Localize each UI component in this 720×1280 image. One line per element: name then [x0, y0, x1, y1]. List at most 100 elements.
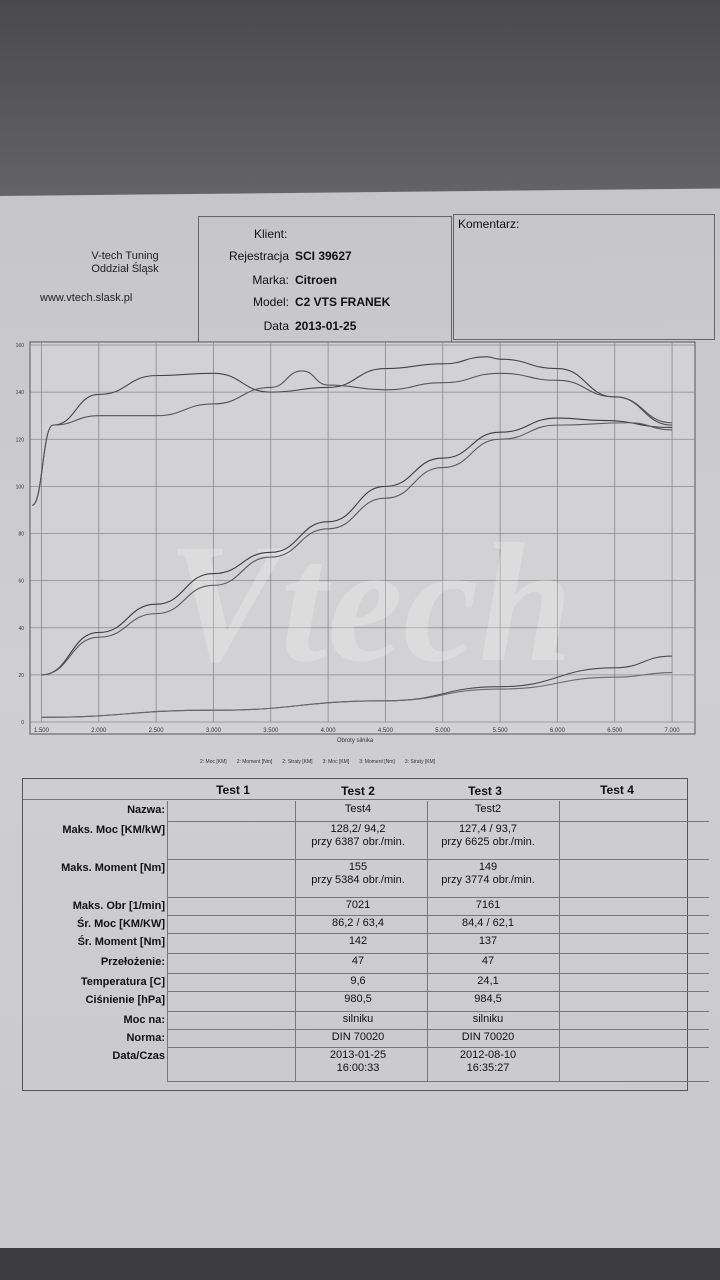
x-tick-label: 1.500: [34, 728, 50, 734]
row-value: Test4: [344, 803, 372, 815]
x-tick-labels: 1.500 2.000 2.500 3.000 3.500 4.000 4.500 5.000…: [34, 728, 680, 734]
row-label: Ciśnienie [hPa]: [85, 994, 165, 1006]
table-divider: [167, 859, 709, 860]
row-label: Data/Czas: [112, 1050, 165, 1062]
table-divider: [167, 915, 709, 916]
client-box: Klient: Rejestracja SCI 39627 Marka: Cit…: [198, 216, 452, 346]
column-header: Test 4: [600, 783, 634, 797]
series-line: [41, 422, 673, 676]
row-label: Śr. Moc [KM/KW]: [77, 918, 165, 930]
row-label: Norma:: [126, 1032, 165, 1044]
row-value: 24,1: [477, 975, 499, 987]
dyno-chart: Vtech 1.500 2.000 2.500 3.000 3.500 4.000 4.50…: [16, 341, 696, 744]
table-divider: [167, 1011, 709, 1012]
x-tick-label: 3.000: [206, 728, 222, 734]
row-value: 980,5: [344, 993, 372, 1005]
column-header: Test 1: [216, 783, 250, 797]
background-bottom: [0, 1248, 720, 1280]
chart-legend: 2: Moc [KM] 2: Moment [Nm] 2: Straty [KM…: [200, 759, 600, 765]
table-column-divider: [427, 801, 428, 1081]
row-value: 86,2 / 63,4: [332, 917, 384, 929]
table-divider: [167, 933, 709, 934]
legend-item: 2: Moc [KM]: [200, 759, 227, 765]
table-divider: [23, 799, 687, 800]
company-website: www.vtech.slask.pl: [40, 292, 133, 304]
table-divider: [167, 953, 709, 954]
model-value: C2 VTS FRANEK: [295, 295, 391, 309]
column-header: Test 2: [341, 784, 375, 798]
legend-item: 3: Moment [Nm]: [359, 759, 395, 765]
company-branch: Oddział Śląsk: [91, 263, 159, 275]
row-value: Test2: [474, 803, 502, 815]
legend-item: 3: Moc [KM]: [322, 759, 350, 765]
row-value: DIN 70020: [461, 1031, 515, 1043]
row-label: Moc na:: [123, 1014, 165, 1026]
y-tick-label: 20: [18, 673, 24, 679]
y-tick-labels: 0 20 40 60 80 100 120 140 160: [16, 343, 25, 726]
x-tick-label: 2.000: [91, 728, 107, 734]
x-tick-label: 4.000: [321, 728, 337, 734]
client-title: Klient:: [254, 227, 288, 241]
row-value: 137: [478, 935, 498, 947]
row-value: silniku: [342, 1013, 374, 1025]
background-top: [0, 0, 720, 210]
make-label: Marka:: [252, 273, 289, 287]
table-divider: [167, 1081, 709, 1082]
row-value: 47: [351, 955, 365, 967]
row-value: 7021: [345, 899, 371, 911]
table-column-divider: [559, 801, 560, 1081]
row-label: Temperatura [C]: [80, 976, 165, 988]
x-tick-label: 2.500: [149, 728, 165, 734]
row-value: 128,2/ 94,2 przy 6387 obr./min.: [311, 823, 405, 848]
x-tick-label: 5.000: [435, 728, 451, 734]
y-tick-label: 80: [18, 532, 24, 538]
row-value: 984,5: [474, 993, 502, 1005]
row-label: Maks. Obr [1/min]: [72, 900, 165, 912]
row-value: 142: [348, 935, 368, 947]
results-table: Test 1 Test 2 Test 3 Test 4 Nazwa: Test4 T…: [22, 778, 709, 1091]
table-divider: [167, 1047, 709, 1048]
row-value: 84,4 / 62,1: [462, 917, 514, 929]
row-value: DIN 70020: [331, 1031, 385, 1043]
table-divider: [167, 821, 709, 822]
chart-frame: [29, 341, 696, 735]
y-tick-label: 40: [18, 626, 24, 632]
row-label: Maks. Moc [KM/kW]: [62, 824, 165, 836]
row-label: Maks. Moment [Nm]: [61, 862, 165, 874]
row-value: 7161: [475, 899, 501, 911]
series-line: [41, 671, 673, 718]
x-tick-label: 6.500: [607, 728, 623, 734]
comment-box: Komentarz:: [453, 214, 715, 340]
x-tick-label: 6.000: [550, 728, 566, 734]
chart-series: [31, 356, 673, 718]
table-column-divider: [295, 801, 296, 1081]
company-name: V-tech Tuning: [91, 250, 159, 262]
y-tick-label: 160: [16, 343, 25, 349]
column-header: Test 3: [468, 784, 502, 798]
x-tick-label: 7.000: [665, 728, 681, 734]
y-tick-label: 120: [16, 437, 25, 443]
x-tick-label: 3.500: [263, 728, 279, 734]
legend-item: 3: Straty [KM]: [404, 759, 436, 765]
y-tick-label: 140: [16, 390, 25, 396]
table-divider: [167, 973, 709, 974]
comment-label: Komentarz:: [458, 217, 520, 231]
chart-watermark: Vtech: [167, 509, 573, 697]
row-value: 2012-08-10 16:35:27: [459, 1049, 517, 1074]
table-divider: [167, 1029, 709, 1030]
legend-item: 2: Moment [Nm]: [236, 759, 273, 765]
x-tick-label: 5.500: [493, 728, 509, 734]
legend-item: 2: Straty [KM]: [282, 759, 313, 765]
series-line: [31, 370, 673, 506]
row-value: 149 przy 3774 obr./min.: [441, 861, 535, 886]
y-tick-label: 0: [21, 720, 24, 726]
chart-grid: [30, 342, 695, 723]
model-label: Model:: [252, 295, 289, 309]
table-divider: [167, 897, 709, 898]
row-value: 155 przy 5384 obr./min.: [311, 861, 405, 886]
date-label: Data: [263, 319, 289, 333]
row-label: Nazwa:: [127, 804, 165, 816]
row-value: 47: [481, 955, 495, 967]
table-column-divider: [167, 801, 168, 1081]
y-tick-label: 60: [18, 579, 24, 585]
